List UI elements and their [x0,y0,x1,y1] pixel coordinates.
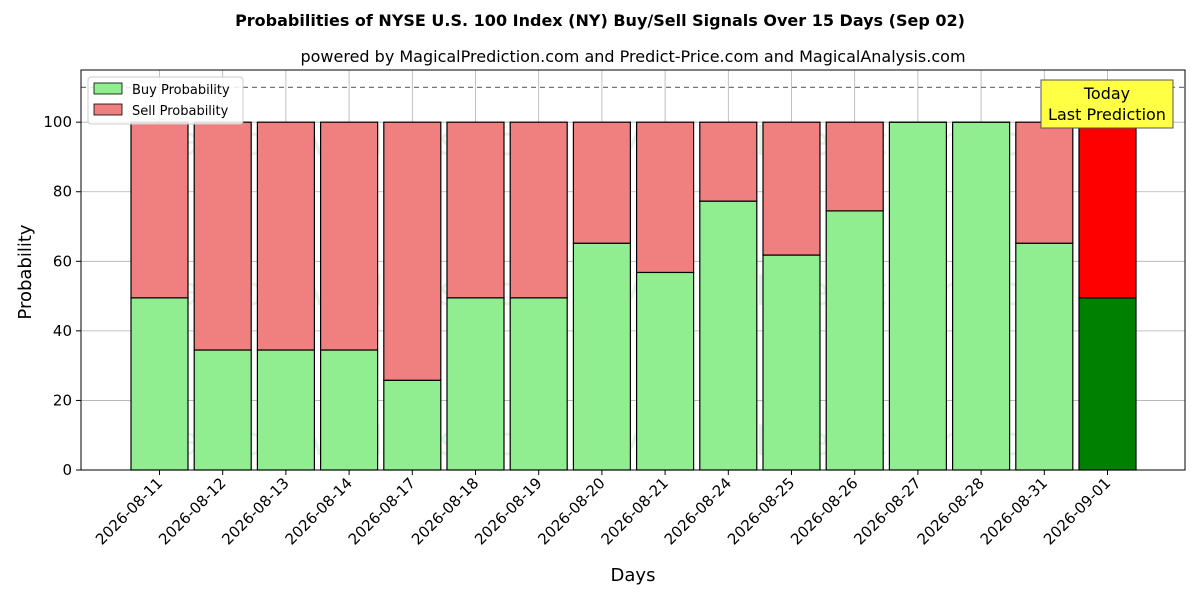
bar-sell [635,121,695,274]
bar-sell [572,121,632,244]
x-tick-label: 2026-08-27 [850,474,924,548]
x-tick-label: 2026-08-17 [345,474,419,548]
bar-buy [130,297,189,471]
today-annotation: Today Last Prediction [1040,79,1174,129]
x-tick-label: 2026-08-21 [598,474,672,548]
chart-title: Probabilities of NYSE U.S. 100 Index (NY… [235,11,965,30]
x-tick-label: 2026-09-01 [1040,474,1114,548]
y-tick-label: 60 [53,252,72,270]
bar-buy [193,349,252,471]
bar-buy [320,349,379,471]
x-tick-label: 2026-08-24 [661,474,735,548]
y-axis-label: Probability [15,224,36,319]
bar-sell [762,121,821,256]
y-tick-label: 100 [43,113,72,131]
bar-buy [762,254,821,471]
bar-sell [1015,121,1074,244]
plot-area: MagicalAnalysis.comMagicalPrediction.com… [43,69,1186,548]
bar-sell [1078,121,1137,299]
bar-buy [1015,242,1074,471]
legend-swatch-sell [93,103,123,116]
x-tick-label: 2026-08-20 [534,474,608,548]
bar-buy [1078,297,1137,471]
x-tick-label: 2026-08-26 [787,474,861,548]
x-axis-label: Days [611,565,656,586]
legend-swatch-buy [93,82,123,95]
bar-sell [825,121,884,212]
bar-sell [256,121,315,351]
y-tick-label: 0 [62,461,72,479]
bar-sell [383,121,442,381]
legend-frame [87,76,244,125]
legend-label-buy: Buy Probability [132,83,230,98]
bar-buy [951,121,1011,471]
bar-sell [130,121,189,299]
x-tick-label: 2026-08-12 [155,474,229,548]
x-tick-label: 2026-08-11 [92,474,166,548]
x-tick-label: 2026-08-25 [724,474,798,548]
bar-buy [509,297,568,471]
bar-sell [509,121,568,299]
bar-buy [699,200,758,471]
today-annotation-box [1040,79,1174,129]
bar-buy [635,271,695,471]
chart-subtitle: powered by MagicalPrediction.com and Pre… [300,47,965,66]
x-tick-label: 2026-08-18 [408,474,482,548]
bar-buy [888,121,948,471]
y-tick-label: 40 [53,322,72,340]
bar-sell [193,121,252,351]
bar-sell [446,121,505,299]
x-tick-label: 2026-08-19 [471,474,545,548]
bar-buy [572,242,632,471]
bar-sell [320,121,379,351]
x-tick-label: 2026-08-14 [282,474,356,548]
y-tick-label: 20 [53,391,72,409]
bar-buy [256,349,315,471]
legend: Buy Probability Sell Probability [87,76,244,125]
y-tick-label: 80 [53,183,72,201]
bar-buy [383,379,442,471]
legend-label-sell: Sell Probability [132,104,229,119]
today-annotation-line2: Last Prediction [1048,105,1166,124]
x-tick-label: 2026-08-31 [977,474,1051,548]
x-tick-label: 2026-08-28 [914,474,988,548]
x-tick-label: 2026-08-13 [218,474,292,548]
bar-sell [699,121,758,202]
plot-frame [80,69,1186,471]
bar-buy [825,210,884,471]
bar-buy [446,297,505,471]
today-annotation-line1: Today [1083,84,1130,103]
